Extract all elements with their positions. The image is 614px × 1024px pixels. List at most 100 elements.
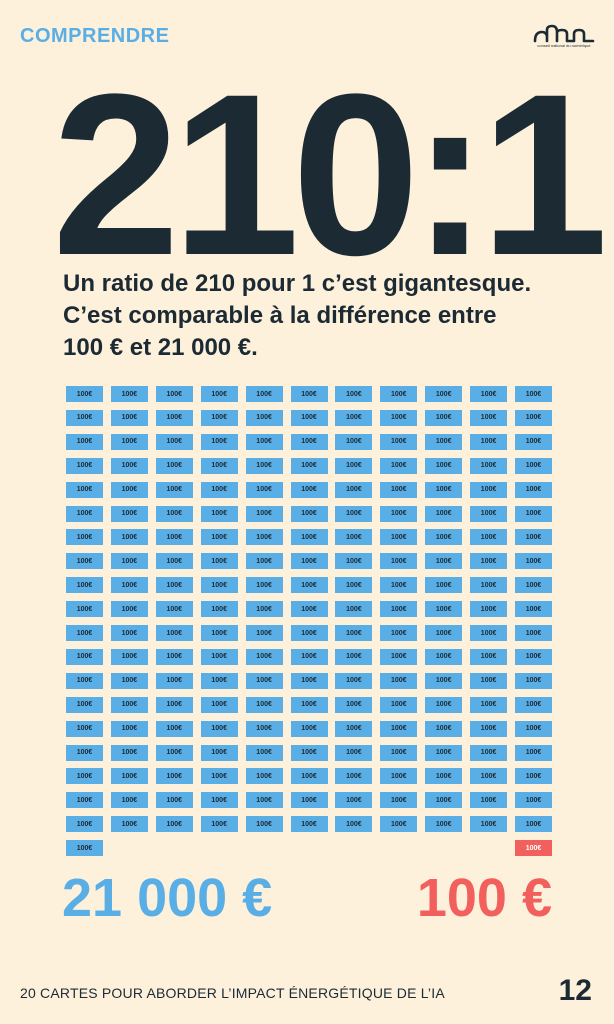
bill-100-blue: 100€ [155,481,193,498]
bill-100-blue: 100€ [380,625,418,641]
bill-100-blue: 100€ [515,409,552,426]
bill-100-blue: 100€ [155,577,193,594]
bill-100-blue: 100€ [245,433,283,450]
bill-100-blue: 100€ [515,529,552,546]
bill-100-blue: 100€ [155,505,193,522]
bill-100-blue: 100€ [335,696,373,713]
bill-100-blue: 100€ [245,386,283,402]
bill-100-blue: 100€ [245,409,283,426]
bill-100-blue: 100€ [290,768,328,785]
bill-100-blue: 100€ [245,481,283,498]
bill-100-blue: 100€ [470,553,508,570]
bill-100-blue: 100€ [335,744,373,761]
bill-100-blue: 100€ [380,601,418,618]
bill-100-blue: 100€ [290,625,328,641]
bill-100-blue: 100€ [425,696,463,713]
bill-100-blue: 100€ [425,672,463,689]
bill-100-blue: 100€ [200,792,238,809]
bill-100-blue: 100€ [290,409,328,426]
bill-100-blue: 100€ [155,601,193,618]
bill-100-blue: 100€ [425,601,463,618]
bill-100-blue: 100€ [155,386,193,402]
bill-100-blue: 100€ [515,625,552,641]
bill-100-blue: 100€ [515,792,552,809]
bill-100-blue: 100€ [155,672,193,689]
bill-100-blue: 100€ [245,696,283,713]
bill-100-blue: 100€ [380,457,418,474]
bill-100-blue: 100€ [200,816,238,833]
bill-100-blue: 100€ [110,409,148,426]
bill-100-blue: 100€ [66,601,103,618]
bill-100-blue: 100€ [245,601,283,618]
bill-100-blue: 100€ [335,648,373,665]
bill-100-blue: 100€ [425,720,463,737]
bill-100-blue: 100€ [470,720,508,737]
bill-100-blue: 100€ [245,720,283,737]
bill-100-blue: 100€ [155,457,193,474]
bill-100-blue: 100€ [515,768,552,785]
bill-100-blue: 100€ [200,457,238,474]
bill-100-blue: 100€ [425,792,463,809]
bill-100-blue: 100€ [290,457,328,474]
bill-100-blue: 100€ [515,648,552,665]
bill-100-blue: 100€ [380,792,418,809]
bill-100-blue: 100€ [155,768,193,785]
bill-100-red: 100€ [515,840,552,857]
bill-100-blue: 100€ [290,601,328,618]
bill-100-blue: 100€ [110,648,148,665]
bill-100-blue: 100€ [335,792,373,809]
bill-100-blue: 100€ [200,505,238,522]
bill-100-blue: 100€ [515,577,552,594]
section-label: COMPRENDRE [20,25,170,47]
bill-100-blue: 100€ [245,648,283,665]
bill-100-blue: 100€ [110,744,148,761]
bill-100-blue: 100€ [470,386,508,402]
bill-100-blue: 100€ [66,553,103,570]
bill-100-blue: 100€ [470,457,508,474]
bill-100-blue: 100€ [470,696,508,713]
bill-100-blue: 100€ [66,768,103,785]
bill-100-blue: 100€ [335,529,373,546]
bill-100-blue: 100€ [425,409,463,426]
bill-100-blue: 100€ [425,553,463,570]
bill-100-blue: 100€ [380,672,418,689]
bill-100-blue: 100€ [155,409,193,426]
bill-100-blue: 100€ [380,577,418,594]
bill-100-blue: 100€ [110,625,148,641]
bill-100-blue: 100€ [335,386,373,402]
bill-100-blue: 100€ [470,672,508,689]
bill-100-blue: 100€ [515,696,552,713]
bill-100-blue: 100€ [110,433,148,450]
subtitle-line-2: C’est comparable à la différence entre [63,302,497,329]
bill-100-blue: 100€ [66,816,103,833]
bill-100-blue: 100€ [245,577,283,594]
bill-100-blue: 100€ [470,505,508,522]
bill-100-blue: 100€ [515,481,552,498]
subtitle-line-3: 100 € et 21 000 €. [63,334,258,361]
bill-100-blue: 100€ [200,744,238,761]
bill-100-blue: 100€ [110,672,148,689]
bill-100-blue: 100€ [515,601,552,618]
bill-100-blue: 100€ [200,625,238,641]
bill-100-blue: 100€ [66,457,103,474]
bill-100-blue: 100€ [335,720,373,737]
bill-100-blue: 100€ [66,577,103,594]
bill-100-blue: 100€ [66,481,103,498]
bill-100-blue: 100€ [470,744,508,761]
bill-100-blue: 100€ [425,457,463,474]
bill-100-blue: 100€ [515,505,552,522]
bill-100-blue: 100€ [200,553,238,570]
bill-100-blue: 100€ [515,457,552,474]
bill-100-blue: 100€ [200,768,238,785]
bill-100-blue: 100€ [110,386,148,402]
bill-100-blue: 100€ [515,553,552,570]
bill-100-blue: 100€ [66,386,103,402]
big-ratio: 210:1 [52,46,608,303]
bill-100-blue: 100€ [245,672,283,689]
bill-100-blue: 100€ [200,386,238,402]
bill-100-blue: 100€ [66,840,103,857]
bill-100-blue: 100€ [155,744,193,761]
bill-100-blue: 100€ [335,625,373,641]
bill-100-blue: 100€ [290,744,328,761]
